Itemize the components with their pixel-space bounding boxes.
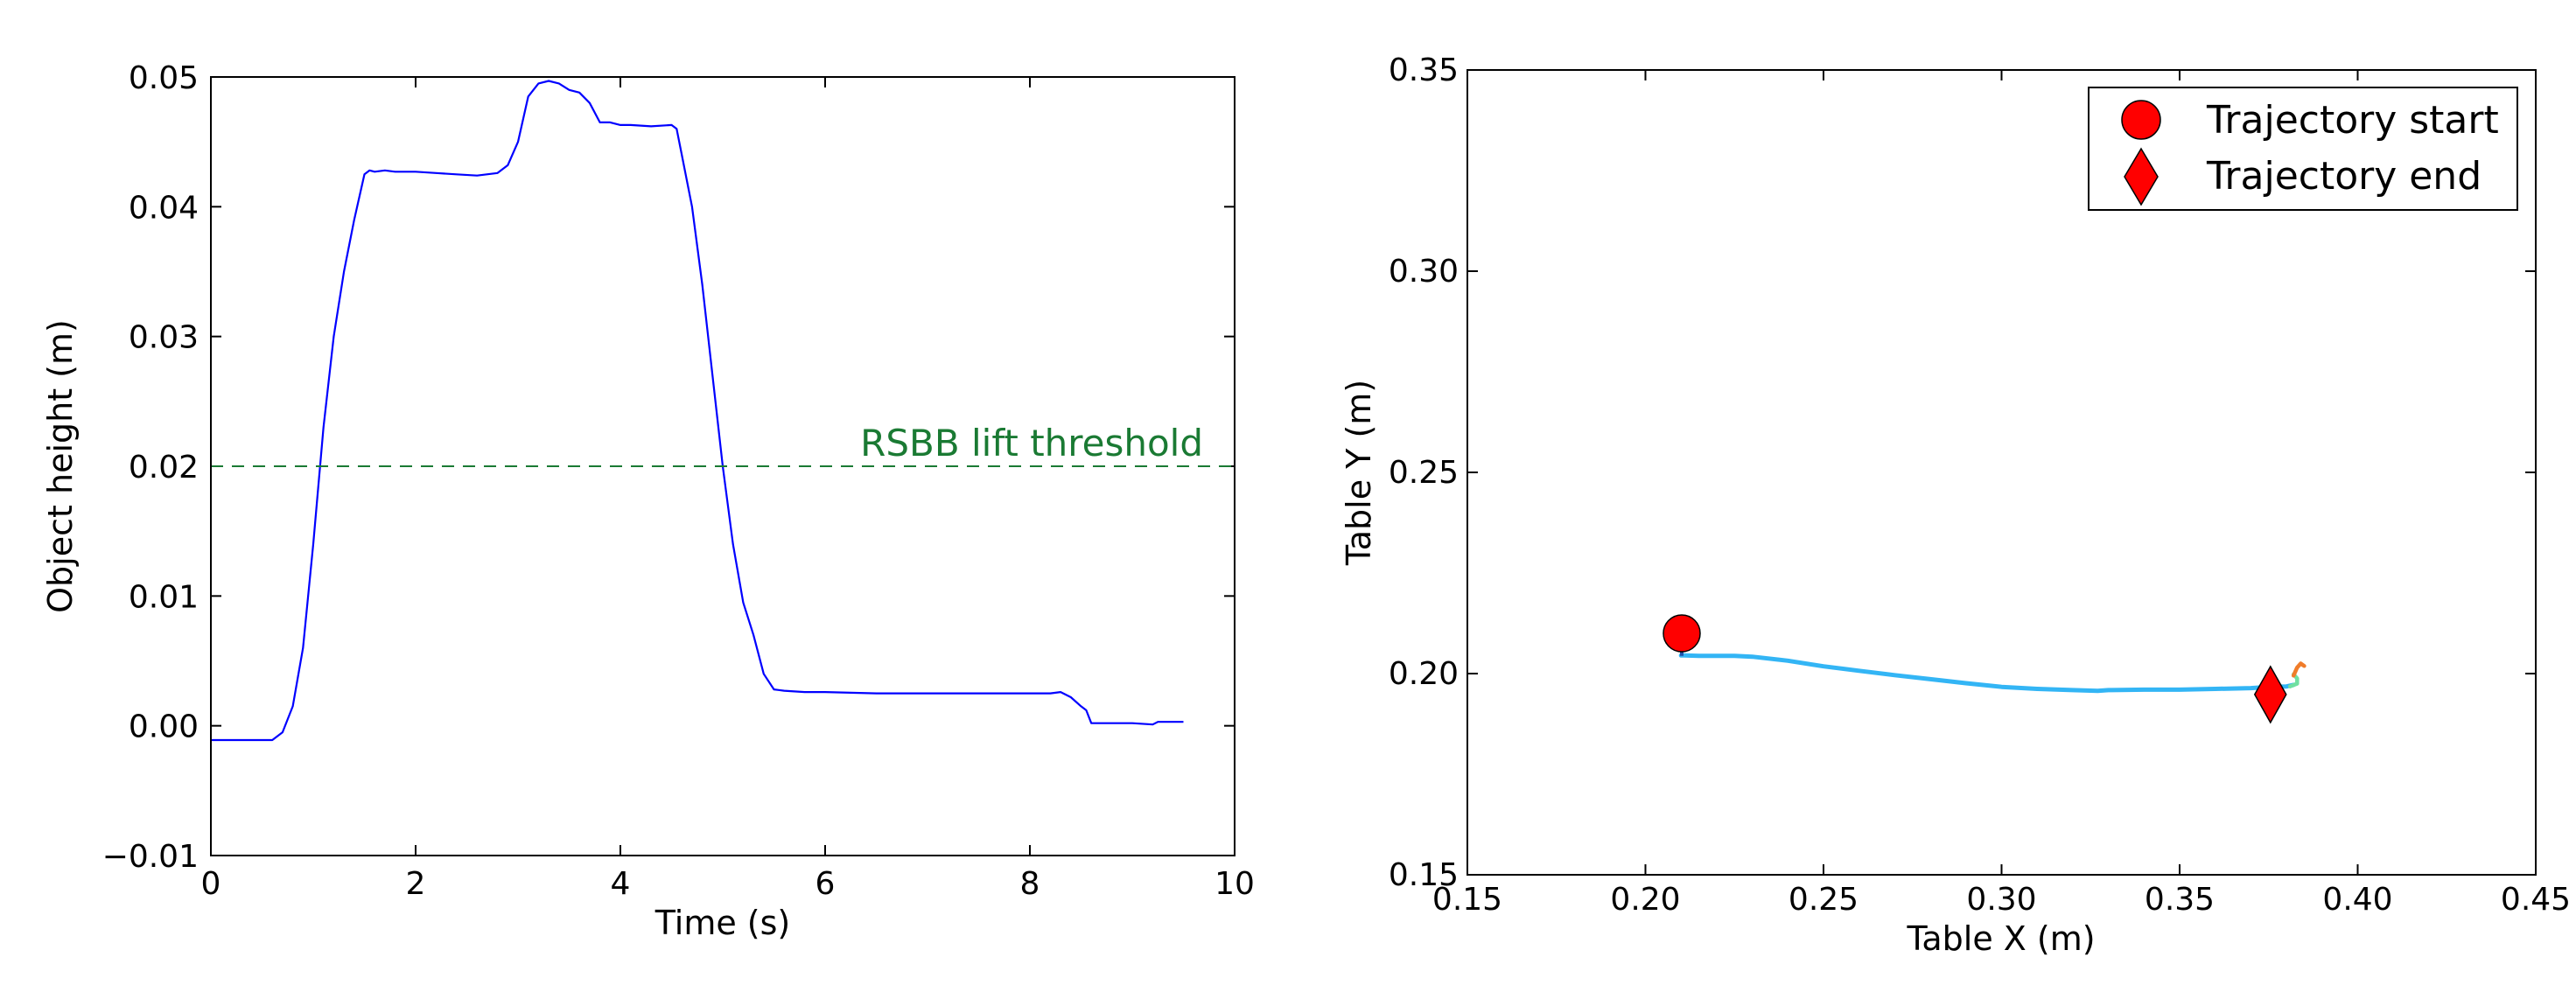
legend-end-marker (2124, 147, 2159, 206)
series-group (211, 80, 1184, 742)
trajectory-start-marker (1662, 614, 1701, 653)
legend-start-label: Trajectory start (2206, 98, 2499, 143)
y-tick-label: 0.35 (1389, 52, 1459, 88)
x-tick-label: 10 (1214, 866, 1255, 902)
y-tick-label: 0.05 (129, 60, 199, 96)
legend: Trajectory start Trajectory end (2088, 87, 2518, 211)
y-tick-label: 0.02 (129, 450, 199, 486)
legend-end-label: Trajectory end (2206, 154, 2482, 199)
y-tick-label: 0.20 (1389, 656, 1459, 692)
trajectory-line (1678, 653, 2296, 694)
height-chart: 0 2 4 6 8 10 −0.01 0.00 0.01 0.02 0.03 0.04 0.05 RSB… (41, 60, 1255, 942)
legend-start-marker (2121, 100, 2161, 140)
x-tick-label: 0.30 (1966, 882, 2036, 918)
x-axis-label: Time (s) (654, 904, 791, 942)
x-tick-label: 0.20 (1610, 882, 1680, 918)
x-tick-label: 0.25 (1788, 882, 1858, 918)
trajectory-end-marker (2253, 665, 2287, 724)
series-group (1678, 650, 2306, 694)
trajectory-end-segment-orange (2291, 661, 2306, 678)
trajectory-chart: 0.15 0.20 0.25 0.30 0.35 0.40 0.45 0.15 0.20 0.25… (1340, 52, 2571, 958)
y-tick-label: 0.01 (129, 579, 199, 615)
y-tick-label: 0.03 (129, 320, 199, 356)
x-tick-label: 0 (201, 866, 221, 902)
y-tick-label: 0.25 (1389, 455, 1459, 491)
annotation-group: RSBB lift threshold (211, 422, 1235, 467)
y-axis-label: Table Y (m) (1340, 380, 1378, 566)
x-tick-label: 0.40 (2322, 882, 2392, 918)
x-tick-label: 6 (816, 866, 836, 902)
x-tick-label: 0.15 (1432, 882, 1502, 918)
threshold-label: RSBB lift threshold (860, 422, 1203, 465)
y-axis-label: Object height (m) (41, 319, 80, 613)
y-tick-label: 0.15 (1389, 857, 1459, 893)
legend-box (2088, 87, 2518, 211)
y-tick-label: 0.30 (1389, 254, 1459, 290)
plot-frame (210, 76, 1236, 856)
x-tick-label: 8 (1020, 866, 1040, 902)
x-tick-label: 0.45 (2501, 882, 2571, 918)
y-tick-label: 0.04 (129, 190, 199, 226)
tick-marks: 0.15 0.20 0.25 0.30 0.35 0.40 0.45 0.15 0.20 0.25… (1389, 52, 2571, 918)
y-tick-label: −0.01 (102, 839, 199, 875)
marker-group (1662, 614, 2287, 724)
x-tick-label: 2 (406, 866, 426, 902)
x-tick-label: 0.35 (2145, 882, 2215, 918)
y-tick-label: 0.00 (129, 709, 199, 745)
tick-marks: 0 2 4 6 8 10 −0.01 0.00 0.01 0.02 0.03 0.04 0.05 (102, 60, 1255, 902)
plot-frame (1466, 69, 2537, 876)
x-tick-label: 4 (611, 866, 631, 902)
height-series-line (211, 80, 1184, 742)
x-axis-label: Table X (m) (1906, 919, 2095, 958)
